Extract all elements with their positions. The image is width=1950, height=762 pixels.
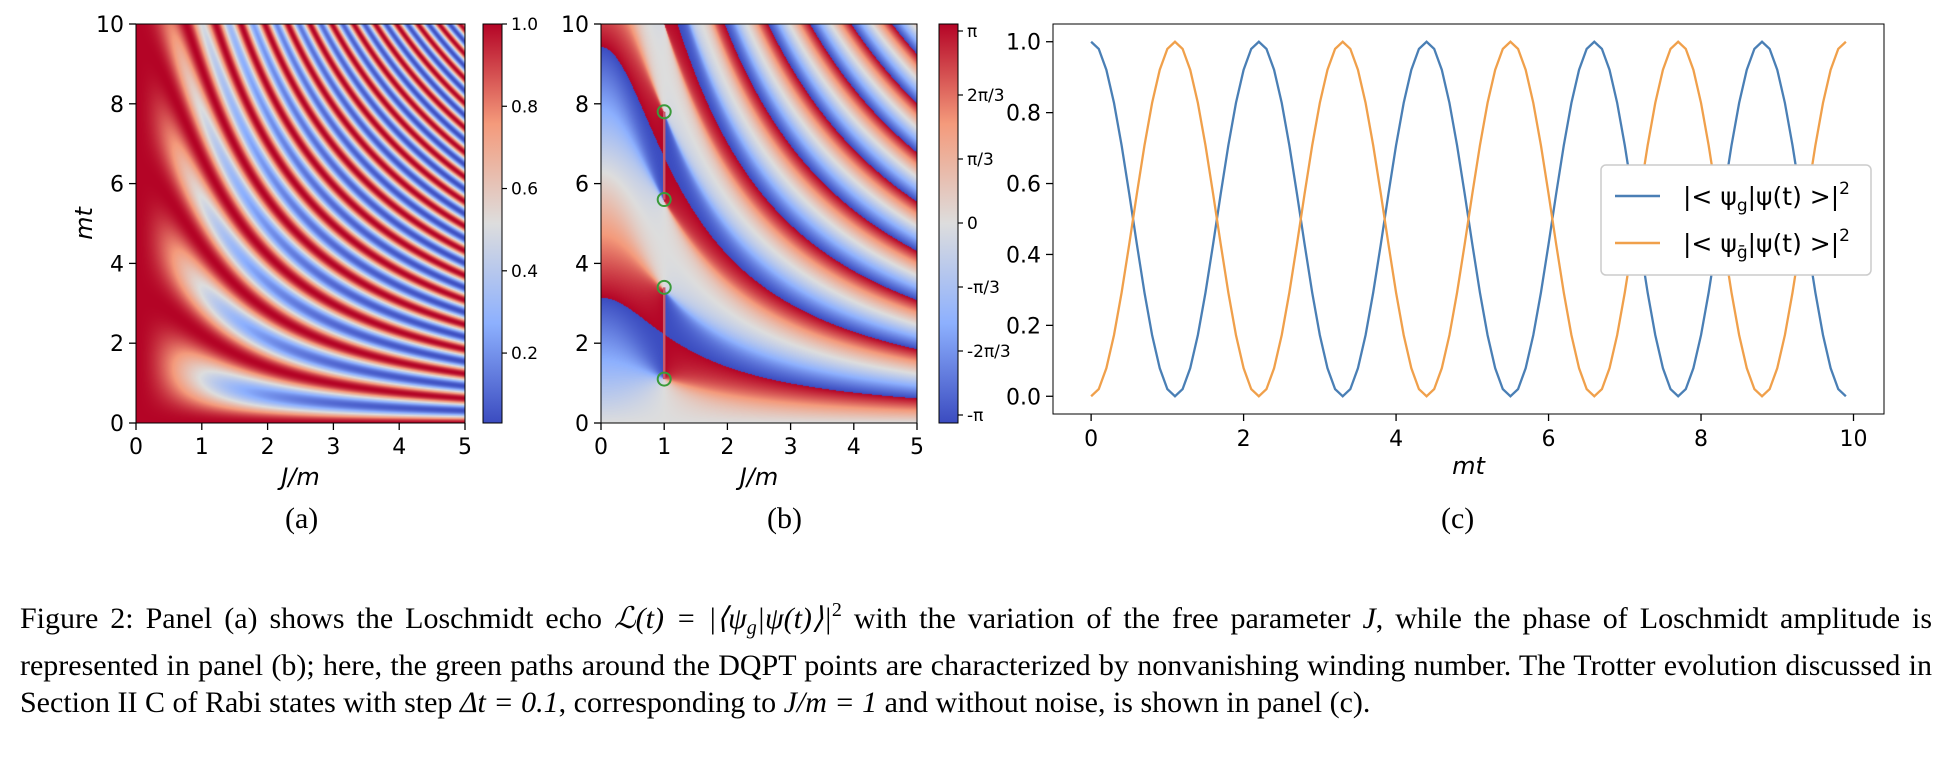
y-tick-label: 4 [575,252,589,277]
y-tick-label: 6 [110,173,124,198]
y-tick-label: 0.4 [1006,243,1041,268]
colorbar-tick-label: 2π/3 [967,86,1005,106]
y-tick-label: 2 [110,332,124,357]
y-tick-label: 2 [575,332,589,357]
dqpt-point [656,104,672,120]
x-tick-label: 3 [784,435,798,460]
panel-label-b: (b) [767,502,802,535]
loschmidt-echo-heatmap [136,24,465,423]
colorbar-tick-label: -2π/3 [967,342,1011,362]
colorbar-tick-label: 0.6 [511,180,538,200]
colorbar-tick-label: 1.0 [511,15,538,35]
x-tick-label: 0 [1084,427,1098,452]
x-tick-label: 1 [657,435,671,460]
x-tick-label: 4 [1389,427,1403,452]
legend: |< ψg|ψ(t) >|2 |< ψḡ|ψ(t) >|2 [1600,164,1872,276]
y-tick-label: 1.0 [1006,31,1041,56]
colorbar-tick-label: π [967,22,977,42]
x-axis-label: J/m [736,463,779,491]
panel-b: 0 1 2 3 4 5 0 2 4 6 8 10 J/m -π -2π/3 -π/3 0 π/3 2π/3 π [561,13,1011,491]
x-tick-label: 2 [261,435,275,460]
panel-label-c: (c) [1441,502,1475,535]
dqpt-point [656,192,672,208]
x-axis-label: J/m [277,463,320,491]
legend-label-0: |< ψg|ψ(t) >|2 [1683,179,1850,216]
y-tick-label: 0.0 [1006,385,1041,410]
colorbar-a-ticks: 0.2 0.4 0.6 0.8 1.0 [502,15,538,364]
x-axis-label: mt [1452,452,1486,480]
x-tick-label: 4 [847,435,861,460]
y-tick-label: 4 [110,252,124,277]
colorbar-tick-label: 0.4 [511,262,538,282]
loschmidt-phase-heatmap [601,24,917,423]
panel-c: 0 2 4 6 8 10 0.0 0.2 0.4 0.6 0.8 1.0 mt |< ψg|ψ(t) >… [1006,23,1885,480]
colorbar-b-ticks: -π -2π/3 -π/3 0 π/3 2π/3 π [958,22,1011,426]
x-tick-label: 3 [326,435,340,460]
colorbar-tick-label: -π [967,406,983,426]
panel-a: 0 1 2 3 4 5 0 2 4 6 8 10 J/m mt 0.2 0.4 0.6 0.8 1.0 [70,13,538,491]
y-axis-label: mt [70,206,98,240]
panel-b-axes: 0 1 2 3 4 5 0 2 4 6 8 10 J/m [561,13,924,491]
y-tick-label: 10 [96,13,124,38]
dqpt-paths [656,104,672,387]
y-tick-label: 8 [575,93,589,118]
x-tick-label: 6 [1542,427,1556,452]
colorbar-a [483,24,502,423]
colorbar-b [939,24,958,423]
dqpt-point [656,279,672,295]
legend-label-1: |< ψḡ|ψ(t) >|2 [1683,226,1850,263]
colorbar-tick-label: π/3 [967,150,994,170]
x-tick-label: 0 [594,435,608,460]
x-tick-label: 2 [1237,427,1251,452]
x-tick-label: 1 [195,435,209,460]
colorbar-tick-label: -π/3 [967,278,1000,298]
panel-c-axes: 0 2 4 6 8 10 0.0 0.2 0.4 0.6 0.8 1.0 mt [1006,31,1868,480]
y-tick-label: 0.8 [1006,102,1041,127]
figure: 0 1 2 3 4 5 0 2 4 6 8 10 J/m mt 0.2 0.4 0.6 0.8 1.0 0 1 2 3 4… [70,13,1885,491]
x-tick-label: 2 [720,435,734,460]
x-tick-label: 5 [458,435,472,460]
x-tick-label: 0 [129,435,143,460]
y-tick-label: 8 [110,93,124,118]
figure-caption: Figure 2: Panel (a) shows the Loschmidt … [20,599,1932,719]
colorbar-tick-label: 0.8 [511,97,538,117]
y-tick-label: 0.2 [1006,314,1041,339]
panel-label-a: (a) [285,502,319,535]
y-tick-label: 10 [561,13,589,38]
x-tick-label: 10 [1840,427,1868,452]
colorbar-tick-label: 0 [967,214,978,234]
x-tick-label: 8 [1694,427,1708,452]
y-tick-label: 6 [575,173,589,198]
colorbar-tick-label: 0.2 [511,344,538,364]
y-tick-label: 0 [110,412,124,437]
panel-a-axes: 0 1 2 3 4 5 0 2 4 6 8 10 J/m mt [70,13,472,491]
y-tick-label: 0 [575,412,589,437]
x-tick-label: 4 [392,435,406,460]
x-tick-label: 5 [910,435,924,460]
y-tick-label: 0.6 [1006,173,1041,198]
dqpt-point [656,371,672,387]
